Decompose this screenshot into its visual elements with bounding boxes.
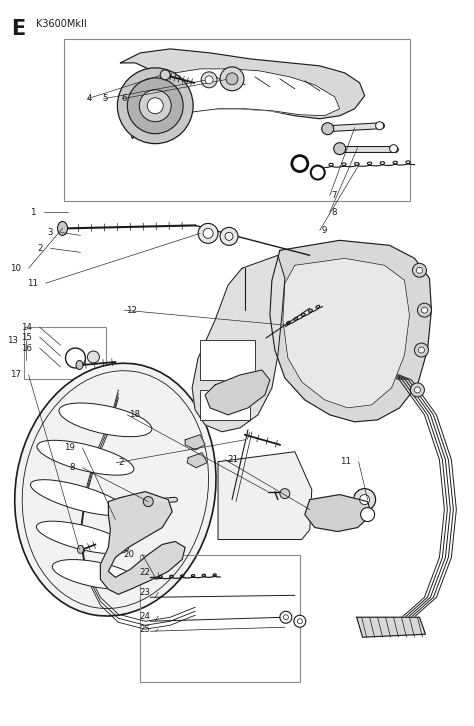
Circle shape [139,90,171,122]
Ellipse shape [138,101,192,126]
Circle shape [220,67,244,91]
Polygon shape [120,49,365,139]
Ellipse shape [30,480,127,515]
Circle shape [417,267,422,273]
Circle shape [198,224,218,243]
Text: K3600MkII: K3600MkII [36,19,86,29]
Circle shape [280,489,290,499]
Text: 4: 4 [87,94,92,103]
Text: 17: 17 [9,370,21,380]
Text: 2: 2 [118,458,124,468]
Circle shape [375,122,383,130]
Ellipse shape [37,440,134,475]
Circle shape [294,615,306,627]
Bar [200,390,250,420]
Polygon shape [100,492,185,595]
Circle shape [225,232,233,240]
Polygon shape [187,453,207,468]
Circle shape [414,343,428,357]
Circle shape [354,489,375,510]
Circle shape [118,68,193,144]
Circle shape [128,78,183,134]
Polygon shape [305,494,372,531]
Text: 21: 21 [227,455,238,464]
Circle shape [190,440,200,449]
Text: 2: 2 [37,244,43,253]
Text: E: E [11,19,25,39]
Circle shape [65,348,85,368]
Bar [64,39,410,202]
Polygon shape [283,258,410,408]
Circle shape [334,142,346,155]
Text: 7: 7 [332,191,337,200]
Circle shape [292,155,308,171]
Text: 11: 11 [340,457,351,466]
Circle shape [203,229,213,238]
Text: 15: 15 [20,333,32,341]
Text: 18: 18 [129,410,140,420]
Circle shape [412,264,427,277]
Polygon shape [356,617,426,637]
Text: 20: 20 [123,550,134,559]
Polygon shape [162,69,340,121]
Text: 8: 8 [69,463,74,472]
Circle shape [201,72,217,88]
Circle shape [87,351,100,363]
Polygon shape [192,256,285,432]
Circle shape [418,303,431,317]
Bar [200,340,255,380]
Text: 10: 10 [9,264,21,273]
Circle shape [192,457,202,467]
Text: 23: 23 [139,588,150,597]
Circle shape [360,494,370,505]
Ellipse shape [76,361,83,370]
Circle shape [410,383,424,397]
Ellipse shape [77,545,83,553]
Text: 16: 16 [20,343,32,353]
Polygon shape [185,435,205,449]
Circle shape [205,76,213,83]
Circle shape [280,611,292,623]
Polygon shape [218,452,312,539]
Text: 25: 25 [139,624,150,634]
Circle shape [419,347,424,353]
Bar [24,327,106,379]
Ellipse shape [57,221,67,235]
Text: 3: 3 [47,228,53,237]
Text: 5: 5 [103,94,108,103]
Text: 12: 12 [127,306,137,314]
Ellipse shape [36,521,128,554]
Circle shape [361,507,374,521]
Ellipse shape [15,363,216,616]
Circle shape [226,73,238,85]
Circle shape [220,227,238,245]
Bar [140,555,300,682]
Text: 14: 14 [20,322,32,332]
Circle shape [390,144,398,152]
Circle shape [283,615,288,620]
Polygon shape [270,240,431,422]
Circle shape [297,619,302,624]
Text: 24: 24 [139,612,150,621]
Text: 9: 9 [322,226,327,235]
Text: 6: 6 [122,94,127,103]
Ellipse shape [52,560,138,590]
Text: 1: 1 [30,208,36,217]
Ellipse shape [59,403,152,436]
Circle shape [414,387,420,393]
Circle shape [311,166,325,179]
Text: 19: 19 [64,444,74,452]
Text: 8: 8 [332,208,337,217]
Text: 11: 11 [27,279,37,287]
Circle shape [147,98,163,114]
Text: 22: 22 [139,568,150,577]
Circle shape [322,123,334,134]
Circle shape [160,70,170,80]
Text: 13: 13 [7,335,18,345]
Circle shape [421,307,428,313]
Polygon shape [205,370,270,415]
Circle shape [143,497,153,507]
